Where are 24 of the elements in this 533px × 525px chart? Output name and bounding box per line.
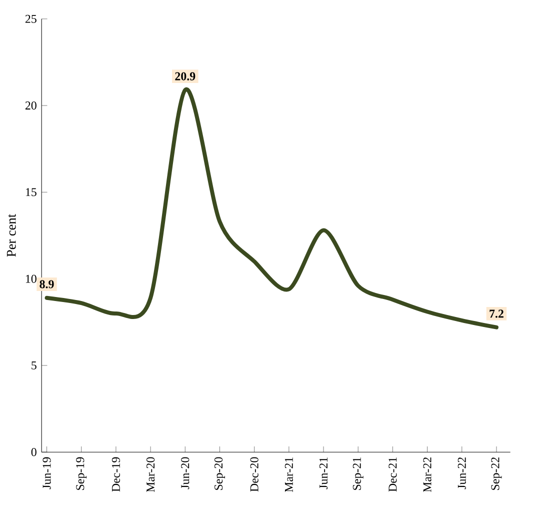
x-tick-label: Dec-19 (112, 457, 120, 492)
x-tick-label: Mar-22 (423, 457, 432, 492)
x-tick-label: Jun-19 (42, 457, 51, 490)
x-tick-label: Sep-19 (76, 457, 87, 490)
x-tick-label: Jun-22 (458, 457, 466, 490)
x-tick-label: Dec-20 (250, 457, 258, 492)
y-tick-label: 20 (25, 101, 36, 110)
data-label: 8.9 (40, 280, 54, 288)
x-tick-label: Dec-21 (388, 457, 397, 492)
x-tick-label: Sep-21 (352, 457, 364, 490)
x-tick-label: Jun-21 (319, 457, 328, 490)
y-tick-label: 10 (26, 274, 36, 283)
y-axis-title: Per cent (6, 214, 16, 257)
y-tick-label: 5 (32, 361, 36, 370)
y-tick-label: 15 (26, 188, 36, 196)
x-tick-label: Jun-20 (181, 457, 190, 490)
y-tick-label: 0 (31, 448, 36, 456)
data-label: 20.9 (175, 72, 196, 80)
y-tick-label: 25 (25, 14, 36, 23)
x-tick-label: Sep-20 (214, 457, 225, 490)
x-tick-label: Sep-22 (491, 457, 502, 490)
data-label: 7.2 (490, 310, 504, 318)
x-tick-label: Mar-21 (284, 457, 293, 492)
x-tick-label: Mar-20 (146, 457, 155, 492)
